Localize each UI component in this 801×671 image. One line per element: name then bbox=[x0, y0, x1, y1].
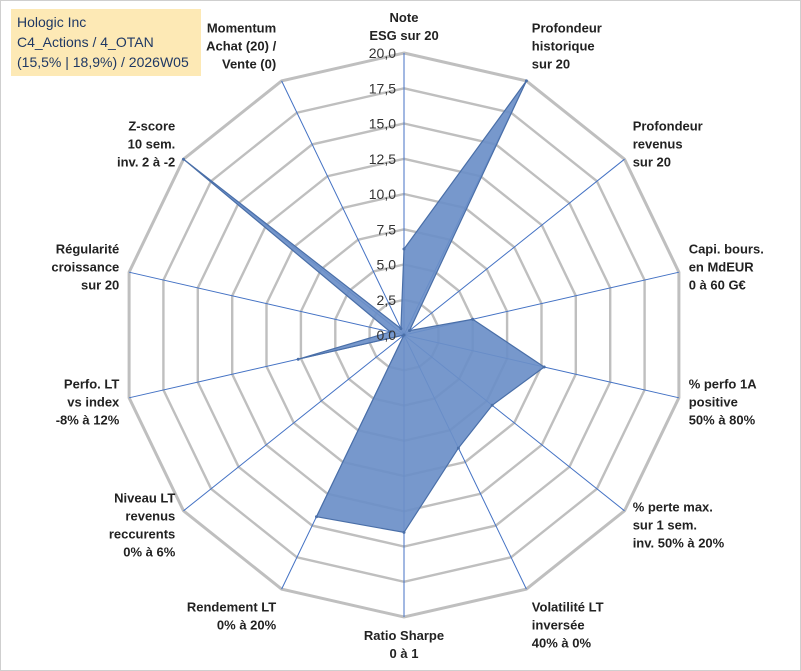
axis-label-2: Profondeur revenus sur 20 bbox=[633, 118, 703, 169]
axis-label-6-line-0: Volatilité LT bbox=[532, 599, 604, 614]
tick-label-8: 20,0 bbox=[369, 45, 396, 61]
axis-label-5-line-1: sur 1 sem. bbox=[633, 518, 697, 533]
axis-label-2-line-0: Profondeur bbox=[633, 118, 703, 133]
axis-label-3-line-0: Capi. bours. bbox=[689, 242, 764, 257]
axis-label-8: Rendement LT 0% à 20% bbox=[187, 599, 277, 632]
data-point-12 bbox=[182, 157, 185, 161]
axis-spoke-11 bbox=[128, 271, 405, 336]
axis-label-6-line-2: 40% à 0% bbox=[532, 635, 592, 650]
axis-spoke-2 bbox=[403, 158, 625, 336]
axis-label-13-line-2: Vente (0) bbox=[222, 57, 276, 72]
axis-spoke-9 bbox=[183, 334, 405, 512]
tick-label-5: 12,5 bbox=[369, 151, 396, 167]
data-point-13 bbox=[399, 327, 403, 331]
axis-label-12-line-1: 10 sem. bbox=[128, 136, 176, 151]
axis-label-10-line-2: -8% à 12% bbox=[56, 412, 120, 427]
tick-label-6: 15,0 bbox=[369, 116, 396, 132]
axis-label-10: Perfo. LT vs index -8% à 12% bbox=[56, 376, 120, 427]
axis-label-7: Ratio Sharpe 0 à 1 bbox=[364, 628, 444, 661]
radial-tick-labels: 0,0 2,5 5,0 7,5 10,0 12,5 15,0 17,5 20,0 bbox=[369, 45, 396, 343]
axis-spoke-13 bbox=[281, 80, 405, 336]
axis-label-5: % perte max. sur 1 sem. inv. 50% à 20% bbox=[633, 500, 725, 551]
axis-label-3-line-2: 0 à 60 G€ bbox=[689, 278, 746, 293]
axis-label-11-line-0: Régularité bbox=[56, 242, 120, 257]
data-point-8 bbox=[315, 515, 318, 519]
axis-label-1-line-0: Profondeur bbox=[532, 21, 602, 36]
title-line-portfolio: C4_Actions / 4_OTAN bbox=[17, 34, 154, 50]
axis-label-13: Momentum Achat (20) / Vente (0) bbox=[206, 21, 276, 72]
axis-label-12-line-0: Z-score bbox=[128, 118, 175, 133]
axis-label-1-line-2: sur 20 bbox=[532, 57, 570, 72]
tick-label-4: 10,0 bbox=[369, 186, 396, 202]
axis-label-3-line-1: en MdEUR bbox=[689, 260, 755, 275]
axis-label-1: Profondeur historique sur 20 bbox=[532, 21, 602, 72]
axis-label-11-line-2: sur 20 bbox=[81, 278, 119, 293]
axis-label-2-line-1: revenus bbox=[633, 136, 683, 151]
axis-label-9-line-2: reccurents bbox=[109, 527, 175, 542]
title-line-company: Hologic Inc bbox=[17, 14, 87, 30]
axis-label-10-line-1: vs index bbox=[67, 394, 120, 409]
axis-label-4-line-2: 50% à 80% bbox=[689, 412, 756, 427]
data-point-0 bbox=[402, 247, 406, 251]
axis-label-10-line-0: Perfo. LT bbox=[64, 376, 119, 391]
axis-label-5-line-2: inv. 50% à 20% bbox=[633, 536, 725, 551]
axis-label-7-line-1: 0 à 1 bbox=[390, 646, 419, 661]
axis-label-4-line-1: positive bbox=[689, 394, 738, 409]
axis-label-9-line-0: Niveau LT bbox=[114, 491, 175, 506]
tick-label-0: 0,0 bbox=[377, 327, 397, 343]
axis-label-9-line-3: 0% à 6% bbox=[123, 545, 175, 560]
tick-label-7: 17,5 bbox=[369, 80, 396, 96]
chart-title-box: Hologic Inc C4_Actions / 4_OTAN (15,5% |… bbox=[11, 9, 201, 76]
tick-label-3: 7,5 bbox=[377, 221, 397, 237]
tick-label-1: 2,5 bbox=[377, 292, 397, 308]
axis-label-0-line-1: ESG sur 20 bbox=[369, 28, 438, 43]
axis-label-5-line-0: % perte max. bbox=[633, 500, 713, 515]
data-point-3 bbox=[471, 317, 475, 321]
series-layer bbox=[182, 79, 546, 534]
axis-label-3: Capi. bours. en MdEUR 0 à 60 G€ bbox=[689, 242, 764, 293]
axis-labels: Note ESG sur 20 Profondeur historique sur 20… bbox=[51, 10, 763, 661]
axis-label-6-line-1: inversée bbox=[532, 617, 585, 632]
axis-label-13-line-1: Achat (20) / bbox=[206, 39, 276, 54]
data-point-10 bbox=[296, 357, 300, 361]
data-point-11 bbox=[388, 330, 392, 334]
data-point-2 bbox=[408, 329, 411, 333]
data-point-6 bbox=[456, 446, 460, 450]
data-point-5 bbox=[490, 403, 494, 407]
axis-label-2-line-2: sur 20 bbox=[633, 154, 671, 169]
axis-label-0-line-0: Note bbox=[390, 10, 419, 25]
axis-label-9-line-1: revenus bbox=[125, 509, 175, 524]
axis-label-4: % perfo 1A positive 50% à 80% bbox=[689, 376, 758, 427]
data-point-9 bbox=[402, 333, 406, 337]
axis-label-12: Z-score 10 sem. inv. 2 à -2 bbox=[117, 118, 175, 169]
axis-label-1-line-1: historique bbox=[532, 39, 595, 54]
axis-label-7-line-0: Ratio Sharpe bbox=[364, 628, 444, 643]
axis-label-13-line-0: Momentum bbox=[207, 21, 276, 36]
axis-label-8-line-0: Rendement LT bbox=[187, 599, 276, 614]
axis-label-12-line-2: inv. 2 à -2 bbox=[117, 154, 175, 169]
data-point-7 bbox=[402, 530, 406, 534]
data-point-1 bbox=[524, 79, 528, 83]
axis-label-11: Régularité croissance sur 20 bbox=[51, 242, 119, 293]
title-line-period: (15,5% | 18,9%) / 2026W05 bbox=[17, 54, 189, 70]
axis-label-0: Note ESG sur 20 bbox=[369, 10, 438, 43]
axis-label-8-line-1: 0% à 20% bbox=[217, 617, 277, 632]
axis-label-11-line-1: croissance bbox=[51, 260, 119, 275]
axis-label-6: Volatilité LT inversée 40% à 0% bbox=[532, 599, 604, 650]
axis-label-9: Niveau LT revenus reccurents 0% à 6% bbox=[109, 491, 176, 560]
tick-label-2: 5,0 bbox=[377, 257, 397, 273]
data-point-4 bbox=[542, 365, 546, 369]
axis-label-4-line-0: % perfo 1A bbox=[689, 376, 758, 391]
